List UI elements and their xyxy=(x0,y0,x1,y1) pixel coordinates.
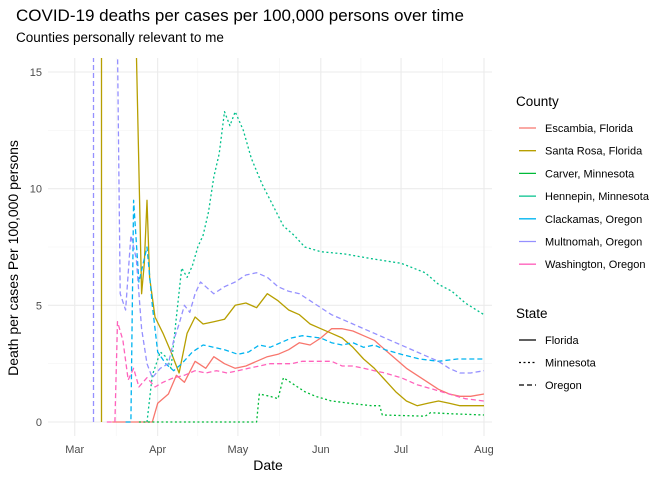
grid xyxy=(48,58,492,436)
county-legend: Escambia, Florida Santa Rosa, Florida Carv… xyxy=(519,123,650,271)
y-tick-label: 10 xyxy=(30,184,42,196)
state-legend: Florida Minnesota Oregon xyxy=(519,335,597,392)
series-line-clackamas-oregon xyxy=(125,199,484,423)
x-axis-ticks: Mar Apr May Jun Jul Aug xyxy=(65,444,493,456)
state-legend-label: Oregon xyxy=(545,380,582,392)
y-tick-label: 15 xyxy=(30,67,42,79)
county-legend-label: Multnomah, Oregon xyxy=(545,237,642,249)
x-tick-label: Jul xyxy=(394,444,408,456)
x-axis-title: Date xyxy=(253,457,283,473)
series-line-escambia-florida xyxy=(112,328,485,423)
county-legend-label: Carver, Minnesota xyxy=(545,168,635,180)
chart-title: COVID-19 deaths per cases per 100,000 pe… xyxy=(16,6,464,25)
x-tick-label: Aug xyxy=(474,444,494,456)
state-legend-title: State xyxy=(516,306,548,321)
state-legend-label: Minnesota xyxy=(545,358,597,370)
county-legend-label: Washington, Oregon xyxy=(545,259,645,271)
y-tick-label: 5 xyxy=(36,300,42,312)
x-tick-label: Mar xyxy=(65,444,84,456)
x-tick-label: Apr xyxy=(149,444,166,456)
y-tick-label: 0 xyxy=(36,417,42,429)
series-line-carver-minnesota xyxy=(138,377,485,423)
x-tick-label: May xyxy=(228,444,249,456)
plot-lines xyxy=(92,58,485,423)
county-legend-label: Hennepin, Minnesota xyxy=(545,191,650,203)
y-axis-ticks: 0 5 10 15 xyxy=(30,67,42,429)
x-tick-label: Jun xyxy=(312,444,330,456)
county-legend-title: County xyxy=(516,94,559,109)
chart-subtitle: Counties personally relevant to me xyxy=(16,30,224,45)
series-line-multnomah-oregon xyxy=(92,58,485,422)
series-line-washington-oregon xyxy=(106,321,485,423)
county-legend-label: Escambia, Florida xyxy=(545,123,634,135)
y-axis-title: Death per cases Per 100,000 persons xyxy=(5,140,21,376)
county-legend-label: Clackamas, Oregon xyxy=(545,214,642,226)
county-legend-label: Santa Rosa, Florida xyxy=(545,146,643,158)
state-legend-label: Florida xyxy=(545,335,580,347)
series-line-santa-rosa-florida xyxy=(100,58,484,422)
